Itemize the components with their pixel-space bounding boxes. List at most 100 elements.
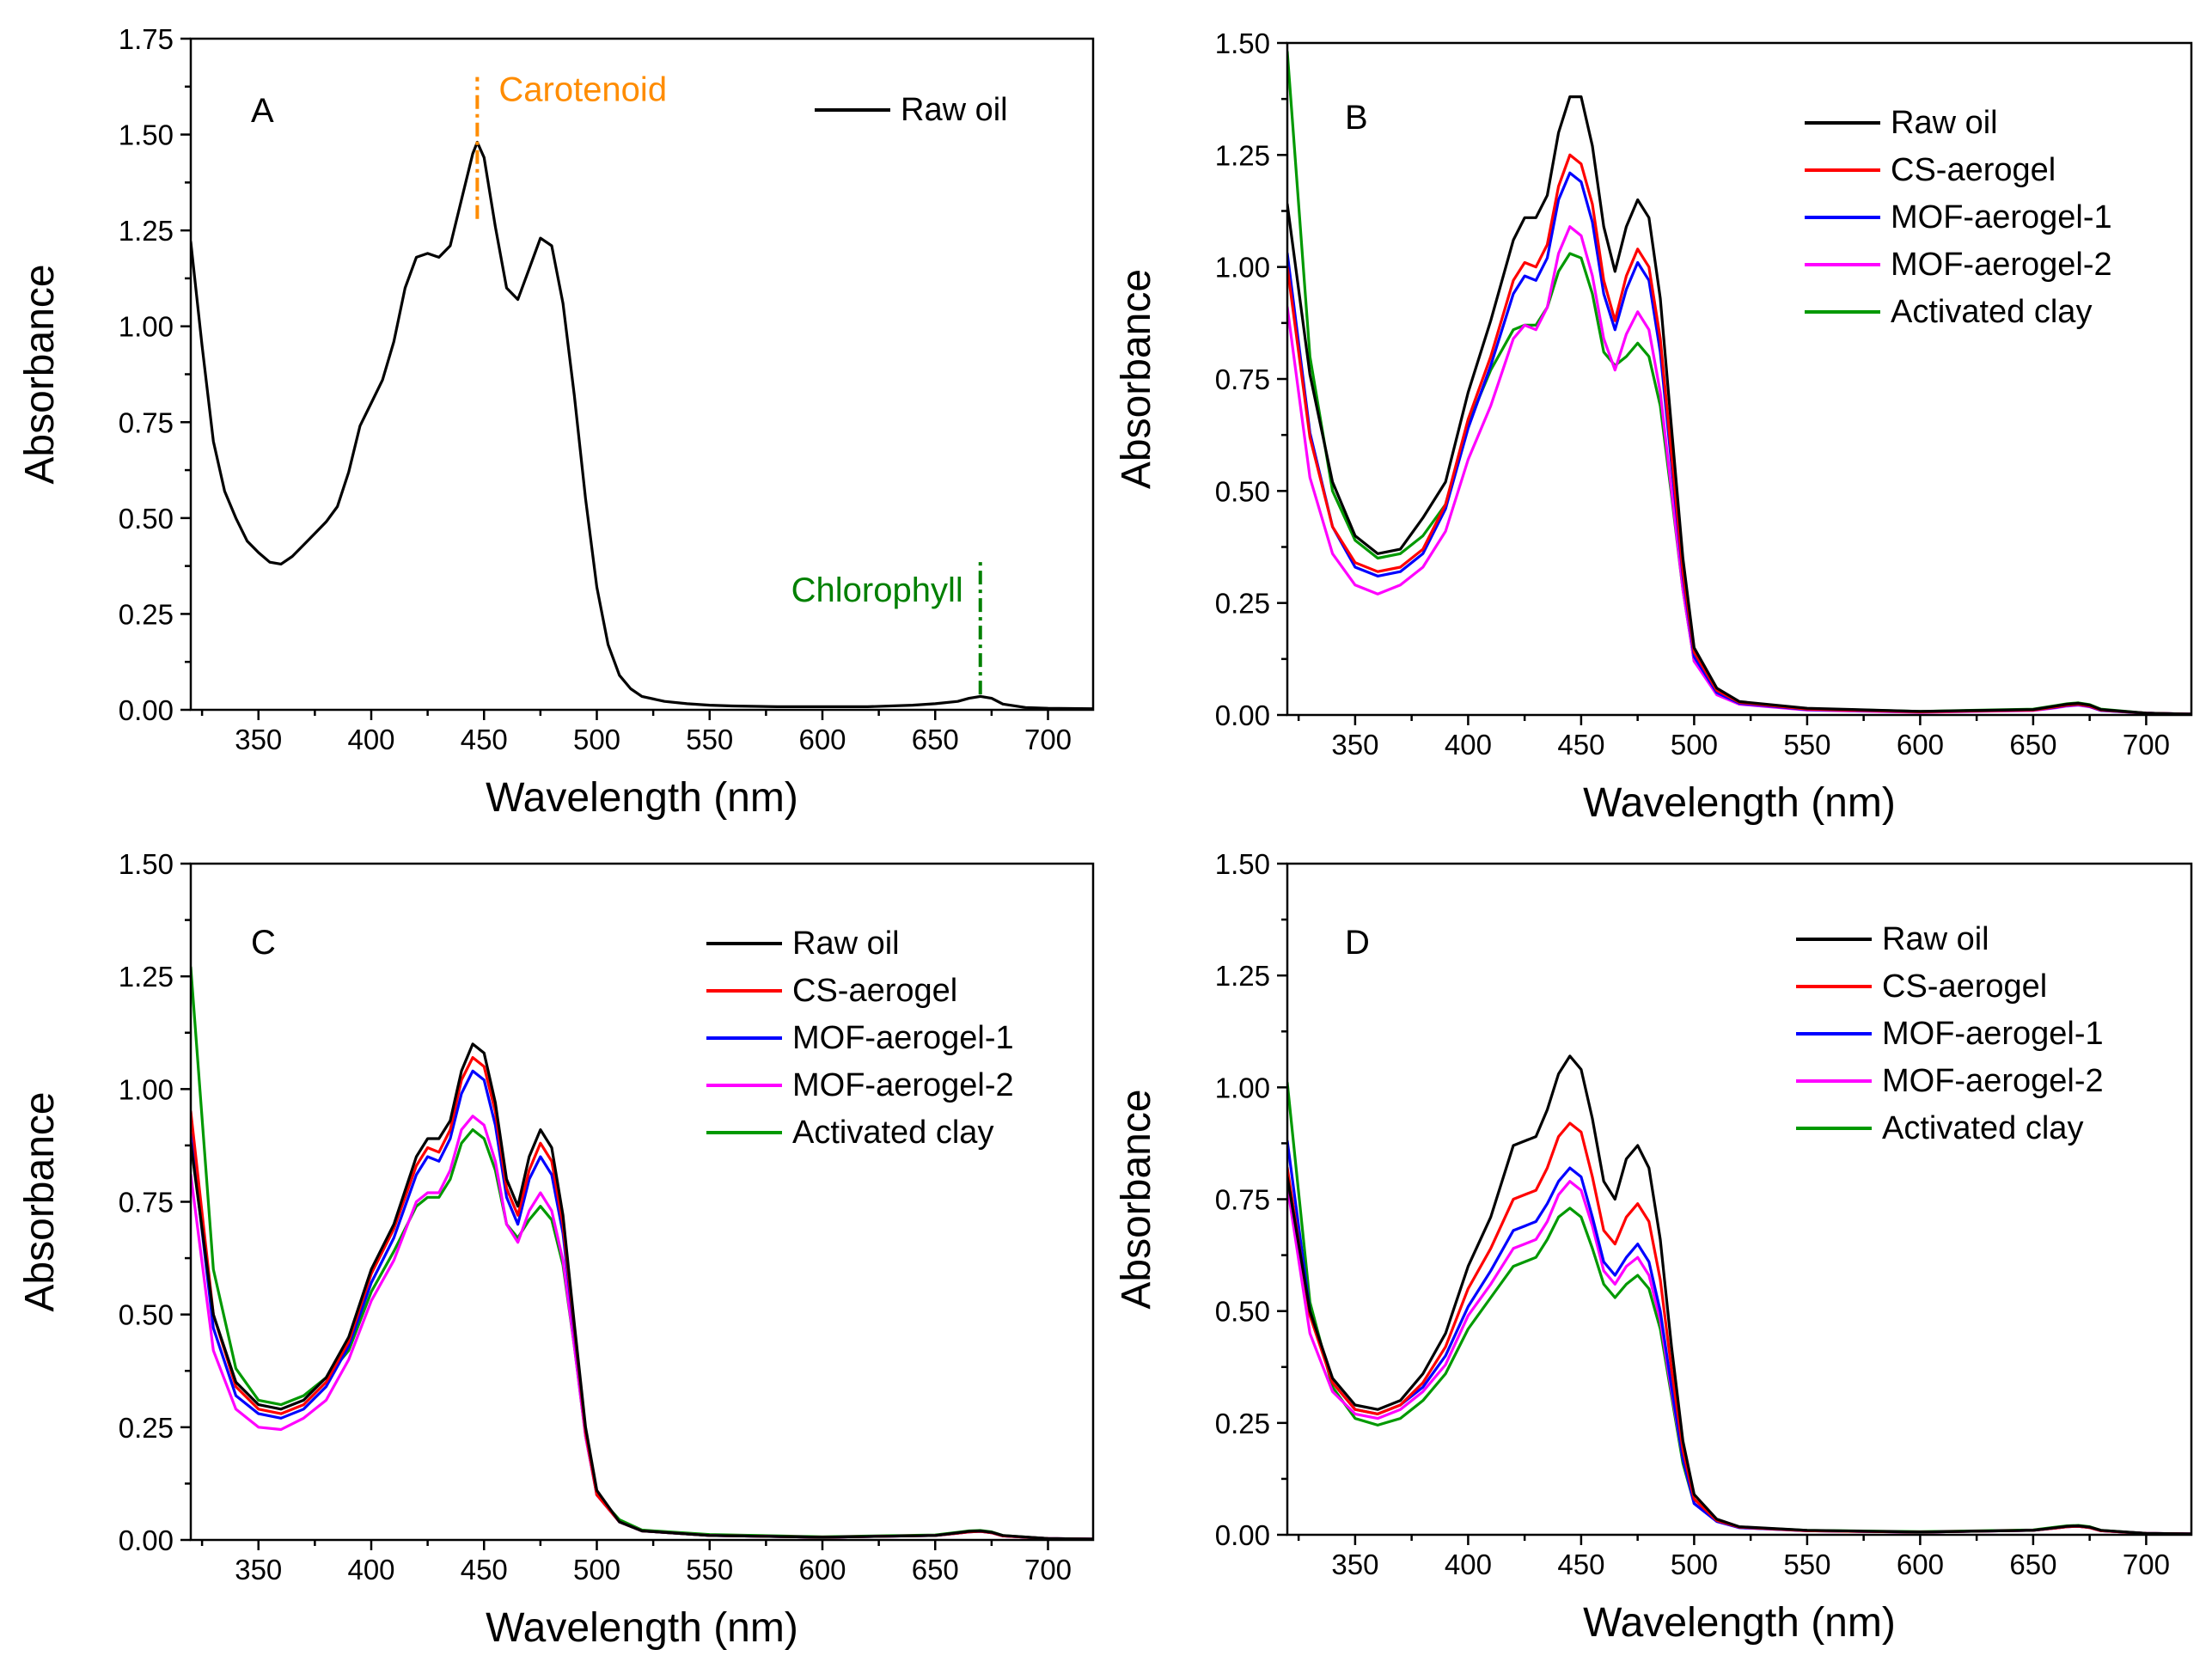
y-tick-label: 0.75 [1215, 1184, 1270, 1216]
legend-label: Activated clay [1891, 294, 2092, 330]
y-tick-label: 1.50 [119, 119, 174, 151]
y-tick-label: 0.50 [1215, 1296, 1270, 1328]
legend-label: CS-aerogel [792, 973, 957, 1009]
y-tick-label: 0.00 [1215, 700, 1270, 731]
legend: Raw oil CS-aerogel MOF-aerogel-1 MOF-aeroge… [1805, 105, 2112, 330]
legend-label: CS-aerogel [1882, 968, 2047, 1005]
x-tick-label: 350 [1331, 729, 1378, 761]
x-tick-label: 700 [2123, 1549, 2170, 1580]
series-line-mof-aerogel-1 [1287, 1139, 2191, 1535]
x-tick-label: 450 [1557, 729, 1604, 761]
series-line-raw-oil [1287, 95, 2191, 715]
y-tick-label: 0.25 [119, 1412, 174, 1444]
y-axis-title: Absorbance [17, 1091, 63, 1311]
x-axis-title: Wavelength (nm) [486, 775, 798, 821]
y-tick-label: 0.25 [1215, 1408, 1270, 1439]
annotation-label-carotenoid: Carotenoid [498, 71, 667, 109]
y-tick-label: 0.00 [1215, 1519, 1270, 1551]
x-tick-label: 650 [912, 724, 959, 755]
y-tick-label: 1.00 [119, 311, 174, 343]
y-tick-label: 1.25 [119, 215, 174, 247]
x-tick-label: 550 [1783, 729, 1830, 761]
y-tick-label: 0.50 [119, 1299, 174, 1331]
x-axis-title: Wavelength (nm) [1583, 780, 1896, 826]
y-tick-label: 1.25 [1215, 139, 1270, 171]
panel-letter: A [251, 92, 274, 130]
series-line-mof-aerogel-2 [191, 1115, 1093, 1540]
x-tick-label: 350 [235, 1554, 282, 1585]
plot-frame [189, 862, 1095, 1542]
x-tick-label: 550 [686, 724, 733, 755]
legend-label: MOF-aerogel-2 [792, 1067, 1014, 1103]
y-tick-label: 0.25 [1215, 588, 1270, 620]
x-axis-title: Wavelength (nm) [1583, 1600, 1896, 1646]
x-tick-label: 500 [573, 1554, 620, 1585]
panel-letter: B [1345, 99, 1368, 137]
x-tick-label: 600 [1897, 1549, 1944, 1580]
series-line-raw-oil [191, 1042, 1093, 1540]
legend-label: MOF-aerogel-1 [1891, 199, 2112, 235]
panel-b-curves [1287, 50, 2191, 715]
legend-label: MOF-aerogel-1 [1882, 1016, 2104, 1052]
y-tick-label: 1.75 [119, 23, 174, 55]
legend: Raw oil [815, 92, 1008, 128]
y-tick-label: 0.75 [1215, 364, 1270, 395]
panel-letter: C [251, 924, 276, 962]
plot-frame [1286, 41, 2193, 717]
y-tick-label: 0.75 [119, 1187, 174, 1219]
x-tick-label: 450 [461, 724, 508, 755]
x-tick-label: 500 [1671, 729, 1718, 761]
y-tick-label: 0.00 [119, 694, 174, 726]
legend: Raw oil CS-aerogel MOF-aerogel-1 MOF-aeroge… [1796, 921, 2104, 1146]
panel-d-curves [1287, 1054, 2191, 1535]
series-line-mof-aerogel-2 [1287, 1180, 2191, 1535]
legend-label: MOF-aerogel-1 [792, 1020, 1014, 1056]
legend-label: Raw oil [1882, 921, 1989, 957]
x-tick-label: 700 [2123, 729, 2170, 761]
y-axis-title: Absorbance [1114, 269, 1159, 489]
x-tick-label: 500 [1671, 1549, 1718, 1580]
x-tick-label: 400 [347, 1554, 394, 1585]
panel-letter: D [1345, 924, 1370, 962]
panel-a-curves [191, 140, 1093, 710]
x-tick-label: 450 [1557, 1549, 1604, 1580]
series-line-cs-aerogel [1287, 1121, 2191, 1535]
legend-label: Raw oil [901, 92, 1008, 128]
x-tick-label: 450 [461, 1554, 508, 1585]
x-tick-label: 550 [686, 1554, 733, 1585]
series-line-activated-clay [1287, 1081, 2191, 1535]
y-axis-title: Absorbance [1114, 1089, 1159, 1309]
panel-b: 350 400 450 500 550 600 650 700 0.00 0.25 0.50 0.75… [1114, 27, 2193, 826]
x-tick-label: 550 [1783, 1549, 1830, 1580]
x-axis-title: Wavelength (nm) [486, 1605, 798, 1651]
x-tick-label: 700 [1024, 724, 1072, 755]
y-tick-label: 0.25 [119, 598, 174, 630]
x-tick-label: 400 [347, 724, 394, 755]
y-tick-label: 1.50 [119, 848, 174, 880]
x-tick-label: 600 [798, 724, 846, 755]
y-tick-label: 1.00 [119, 1073, 174, 1105]
x-tick-label: 650 [2009, 1549, 2056, 1580]
y-tick-label: 1.00 [1215, 1072, 1270, 1103]
plot-frame [1286, 862, 2193, 1537]
y-tick-label: 0.00 [119, 1524, 174, 1556]
x-tick-label: 650 [912, 1554, 959, 1585]
panel-c: 350 400 450 500 550 600 650 700 0.00 0.25 0.50 0.75… [17, 848, 1095, 1651]
y-tick-label: 1.00 [1215, 252, 1270, 284]
panel-c-curves [191, 966, 1093, 1540]
series-line-raw-oil [191, 140, 1093, 710]
y-tick-label: 0.50 [119, 503, 174, 535]
panel-d: 350 400 450 500 550 600 650 700 0.00 0.25 0.50 0.75… [1114, 848, 2193, 1646]
legend-label: CS-aerogel [1891, 152, 2056, 188]
legend-label: MOF-aerogel-2 [1891, 247, 2112, 283]
legend-label: Activated clay [1882, 1110, 2083, 1146]
series-line-activated-clay [1287, 50, 2191, 715]
x-tick-label: 650 [2009, 729, 2056, 761]
y-tick-label: 1.25 [1215, 960, 1270, 992]
y-tick-label: 0.75 [119, 406, 174, 438]
x-tick-label: 350 [1331, 1549, 1378, 1580]
annotation-label-chlorophyll: Chlorophyll [791, 571, 963, 609]
panel-a: Carotenoid Chlorophyll 350 400 450 500 550 600 6… [17, 23, 1095, 821]
series-line-raw-oil [1287, 1054, 2191, 1535]
